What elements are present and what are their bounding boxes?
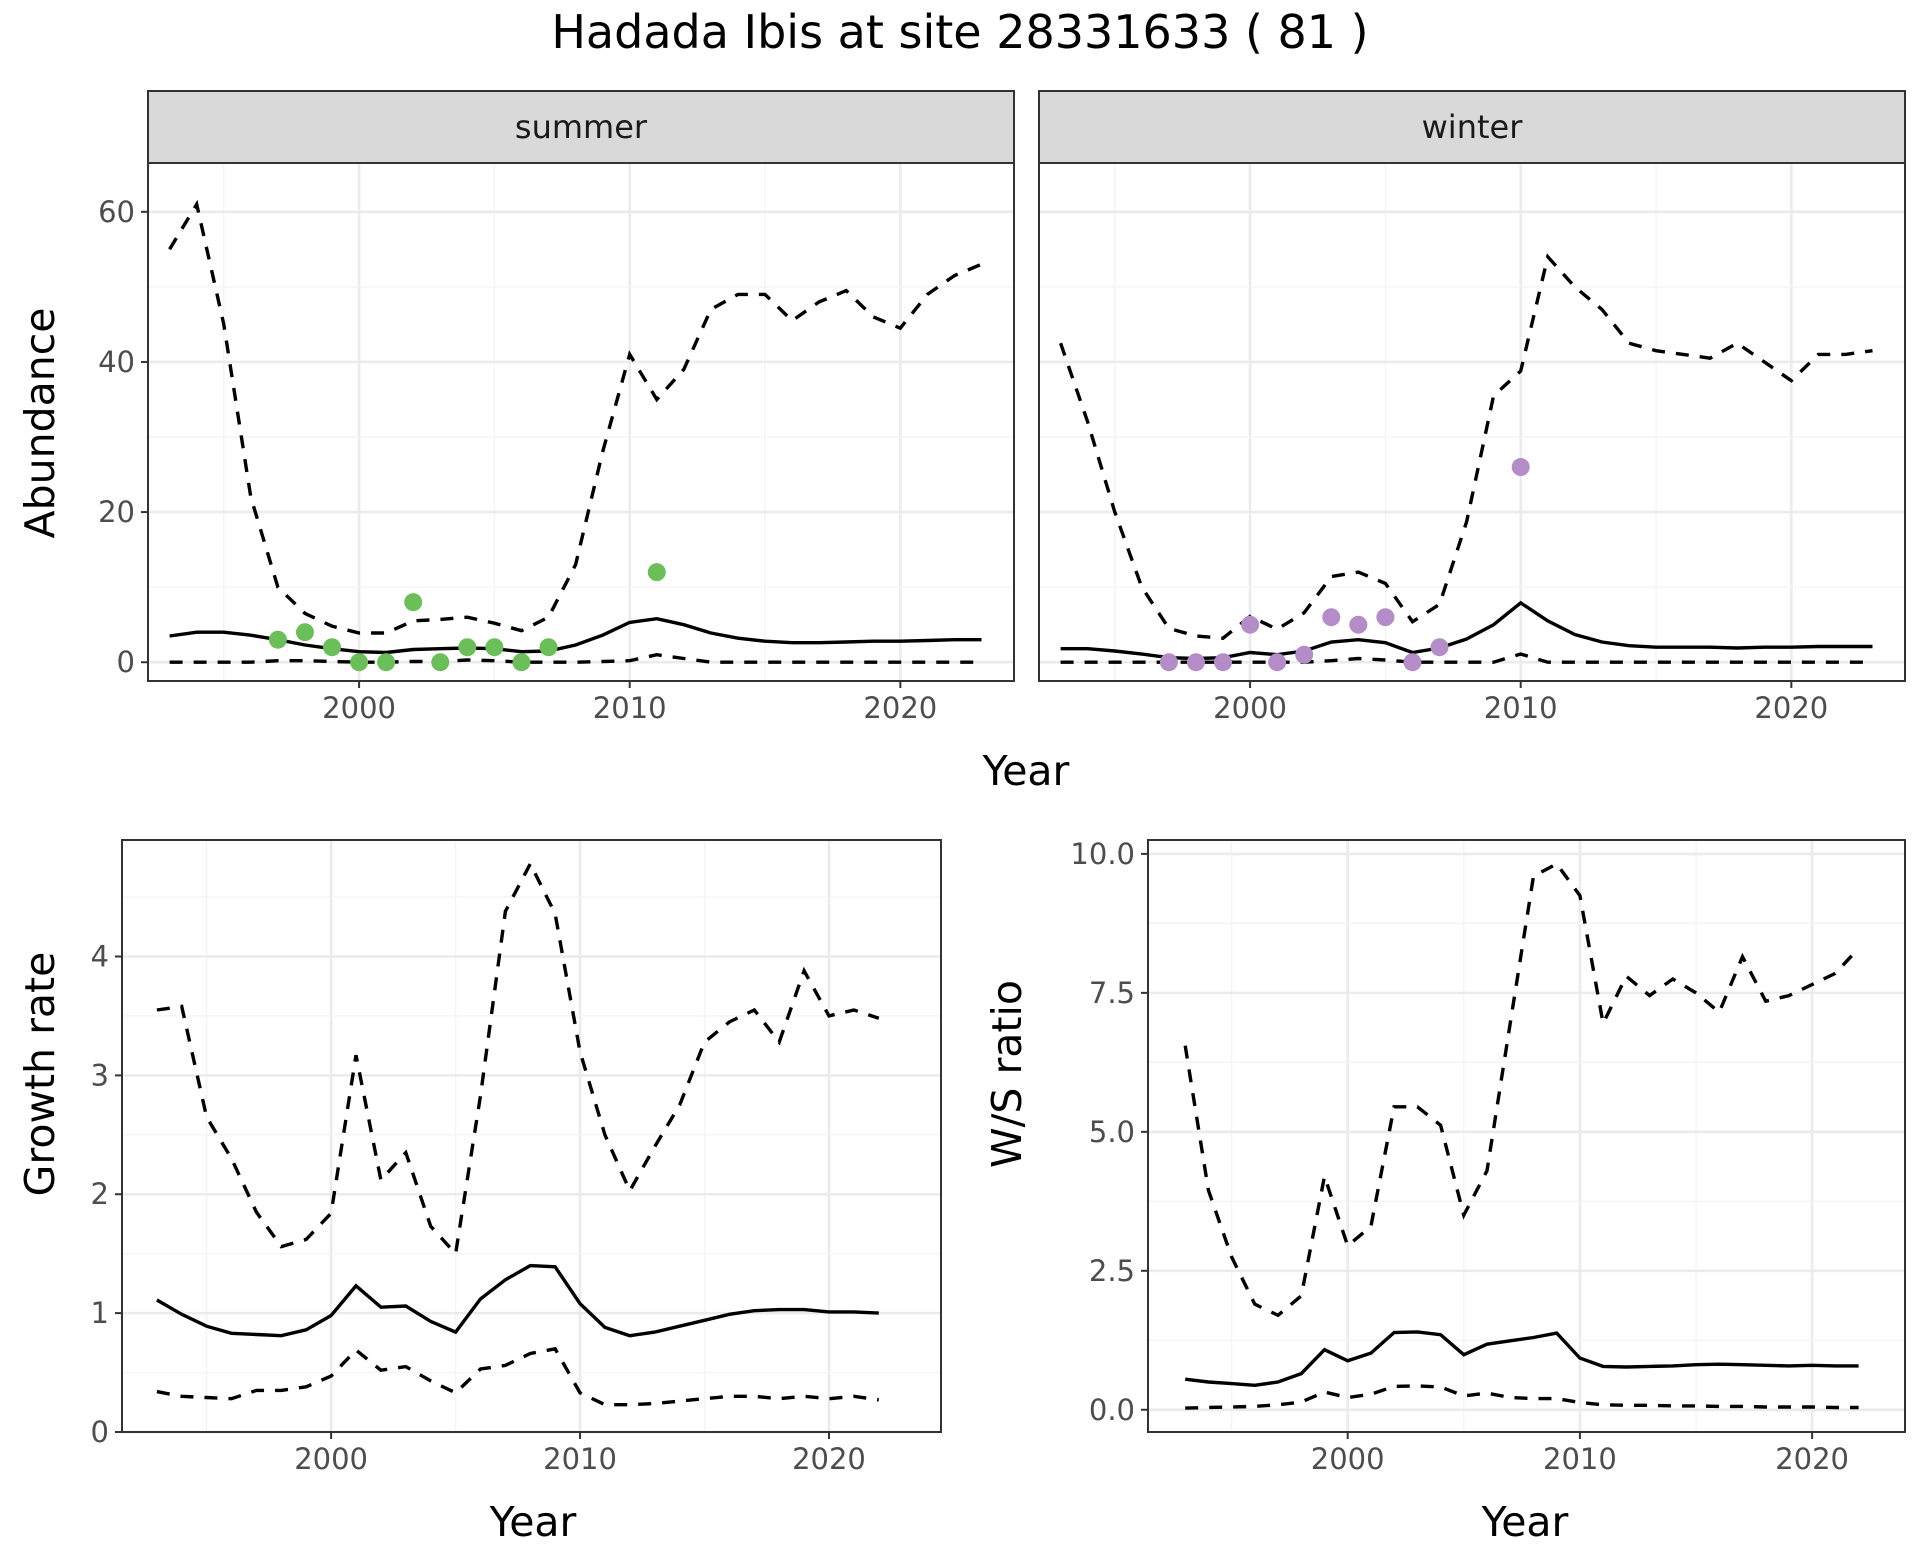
- winter-line-upper: [1058, 253, 1873, 640]
- growth-ytick-label: 0: [91, 1415, 109, 1449]
- panel-ratio: 2000 2010 2020 0.0 2.5 5.0 7.5 10.0: [1070, 837, 1906, 1476]
- growth-xtick-label: 2020: [792, 1442, 866, 1476]
- summer-xtick-label: 2020: [863, 691, 937, 725]
- summer-point: [350, 653, 369, 672]
- ratio-ytick-label: 0.0: [1089, 1393, 1135, 1427]
- winter-point: [1214, 653, 1233, 672]
- summer-ytick-label: 60: [98, 195, 135, 229]
- winter-point: [1295, 645, 1314, 664]
- summer-line-upper: [168, 199, 983, 635]
- summer-xtick-label: 2000: [322, 691, 396, 725]
- ylabel-abundance: Abundance: [16, 308, 64, 539]
- winter-plot-bg: [1039, 163, 1905, 681]
- summer-point: [268, 630, 287, 649]
- ratio-ytick-label: 7.5: [1089, 976, 1135, 1010]
- summer-xtick-label: 2010: [593, 691, 667, 725]
- xlabel-top: Year: [982, 747, 1070, 795]
- winter-line-lower: [1060, 652, 1873, 664]
- summer-point: [647, 563, 666, 582]
- ylabel-growth-rate: Growth rate: [16, 952, 64, 1197]
- strip-label-summer: summer: [515, 108, 648, 146]
- winter-point: [1268, 653, 1287, 672]
- summer-point: [512, 653, 531, 672]
- winter-panel-border: [1038, 162, 1906, 682]
- growth-xtick-label: 2010: [543, 1442, 617, 1476]
- summer-ytick-label: 20: [98, 495, 135, 529]
- winter-point: [1186, 653, 1205, 672]
- ratio-plot-bg: [1148, 840, 1905, 1432]
- summer-line-lower: [169, 652, 982, 664]
- ratio-ytick-label: 2.5: [1089, 1254, 1135, 1288]
- summer-point: [431, 653, 450, 672]
- summer-line-mid: [169, 616, 982, 655]
- summer-ytick-label: 40: [98, 345, 135, 379]
- ratio-ytick-label: 5.0: [1089, 1115, 1135, 1149]
- growth-ytick-label: 2: [91, 1177, 109, 1211]
- panel-summer: summer 2000 2010 2020 0 20 40 60: [98, 90, 1015, 725]
- winter-xtick-label: 2010: [1484, 691, 1558, 725]
- strip-winter: [1038, 90, 1906, 164]
- winter-xtick-label: 2000: [1213, 691, 1287, 725]
- summer-point: [377, 653, 396, 672]
- summer-point: [323, 638, 342, 657]
- plot-ratio: 2000 2010 2020 0.0 2.5 5.0 7.5 10.0: [1070, 837, 1906, 1476]
- ratio-line-mid: [1184, 1330, 1859, 1388]
- summer-point: [404, 593, 423, 612]
- growth-ytick-label: 4: [91, 939, 109, 973]
- xlabel-ratio: Year: [1481, 1498, 1569, 1546]
- strip-label-winter: winter: [1422, 108, 1524, 146]
- summer-ytick-label: 0: [117, 645, 135, 679]
- ratio-line-lower: [1185, 1384, 1859, 1410]
- ratio-xtick-label: 2020: [1775, 1442, 1849, 1476]
- winter-point: [1376, 608, 1395, 627]
- growth-ytick-label: 1: [91, 1296, 109, 1330]
- ratio-line-upper: [1183, 861, 1860, 1318]
- winter-point: [1349, 615, 1368, 634]
- ratio-xtick-label: 2010: [1543, 1442, 1617, 1476]
- growth-line-lower: [156, 1346, 880, 1407]
- summer-panel-border: [147, 162, 1015, 682]
- winter-point: [1241, 615, 1260, 634]
- ratio-xtick-label: 2000: [1311, 1442, 1385, 1476]
- winter-xtick-label: 2020: [1754, 691, 1828, 725]
- summer-point: [485, 638, 504, 657]
- growth-plot-bg: [122, 840, 941, 1432]
- plot-summer: 2000 2010 2020 0 20 40 60: [98, 162, 1015, 725]
- strip-summer: [147, 90, 1015, 164]
- winter-point: [1403, 653, 1422, 672]
- summer-point: [458, 638, 477, 657]
- growth-panel-border: [121, 839, 942, 1433]
- plot-growth: 2000 2010 2020 0 1 2 3 4: [91, 839, 942, 1476]
- ratio-panel-border: [1147, 839, 1906, 1433]
- ratio-ytick-label: 10.0: [1070, 837, 1135, 871]
- winter-point: [1159, 653, 1178, 672]
- winter-point: [1511, 458, 1530, 477]
- plot-winter: 2000 2010 2020: [1038, 162, 1906, 725]
- summer-plot-bg: [148, 163, 1014, 681]
- growth-line-upper: [156, 860, 880, 1258]
- winter-point: [1322, 608, 1341, 627]
- ylabel-ws-ratio: W/S ratio: [983, 980, 1031, 1168]
- figure-title: Hadada Ibis at site 28331633 ( 81 ): [551, 5, 1368, 59]
- summer-point: [539, 638, 558, 657]
- winter-point: [1430, 638, 1449, 657]
- panel-winter: winter 2000 2010 2020: [1038, 90, 1906, 725]
- panel-growth: 2000 2010 2020 0 1 2 3 4: [91, 839, 942, 1476]
- growth-line-mid: [156, 1263, 879, 1338]
- growth-xtick-label: 2000: [294, 1442, 368, 1476]
- summer-point: [295, 623, 314, 642]
- growth-ytick-label: 3: [91, 1058, 109, 1092]
- xlabel-growth: Year: [489, 1498, 577, 1546]
